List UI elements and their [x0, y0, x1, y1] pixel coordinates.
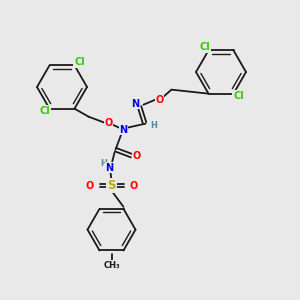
Text: O: O	[85, 181, 94, 191]
Text: N: N	[119, 125, 128, 135]
Text: S: S	[107, 179, 116, 192]
Text: Cl: Cl	[199, 42, 210, 52]
Text: O: O	[155, 95, 164, 105]
Text: O: O	[129, 181, 138, 191]
Text: O: O	[132, 151, 141, 161]
Text: H: H	[150, 121, 157, 130]
Text: Cl: Cl	[39, 106, 50, 116]
Text: N: N	[131, 99, 140, 109]
Text: Cl: Cl	[74, 57, 85, 67]
Text: N: N	[105, 163, 114, 173]
Text: O: O	[104, 118, 112, 128]
Text: H: H	[100, 159, 107, 168]
Text: Cl: Cl	[233, 91, 244, 101]
Text: CH₃: CH₃	[103, 261, 120, 270]
